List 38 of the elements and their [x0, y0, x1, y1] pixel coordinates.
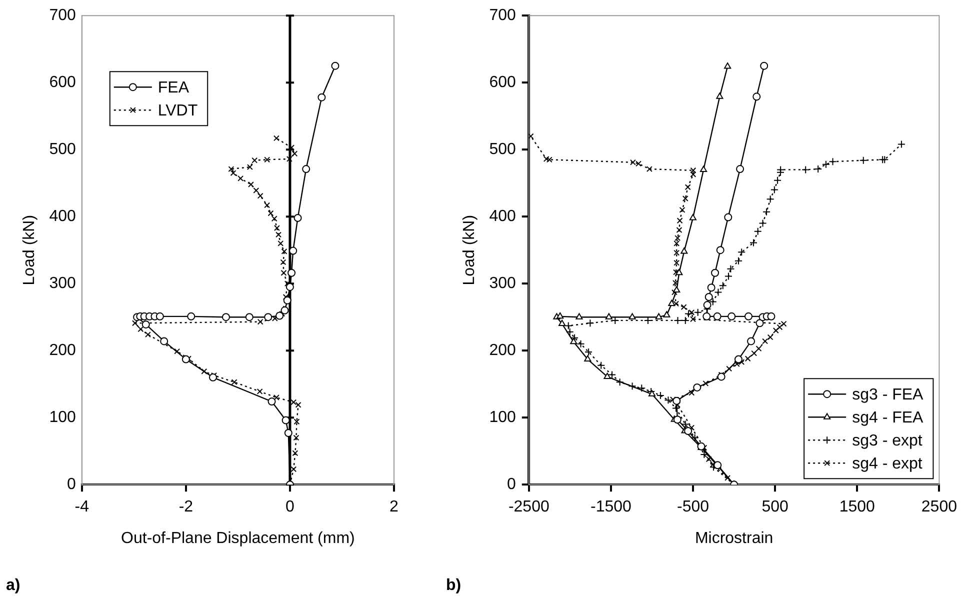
legend-label: sg3 - expt — [852, 432, 923, 450]
y-tick-label: 300 — [49, 275, 76, 292]
x-axis-title: Microstrain — [694, 530, 774, 547]
x-tick-label: 500 — [762, 498, 789, 516]
y-tick-label: 600 — [49, 74, 76, 92]
x-tick-label: -2 — [178, 498, 194, 516]
y-tick-label: 700 — [489, 7, 516, 24]
legend-label: sg4 - FEA — [852, 410, 924, 427]
x-tick-label: 1500 — [839, 498, 876, 516]
y-tick-label: 0 — [66, 476, 76, 494]
y-tick-label: 200 — [49, 342, 76, 360]
text: a) — [6, 577, 20, 594]
legend-label: sg3 - FEA — [852, 386, 924, 404]
x-tick-label: -500 — [677, 498, 710, 516]
legend-label: LVDT — [158, 102, 198, 120]
y-tick-label: 700 — [49, 7, 76, 24]
legend-label: sg4 - expt — [852, 456, 923, 473]
x-tick-label: -1500 — [590, 498, 632, 516]
y-tick-label: 400 — [489, 208, 516, 226]
legend-label: FEA — [158, 80, 190, 97]
x-axis-title: Out-of-Plane Displacement (mm) — [121, 530, 355, 547]
y-tick-label: 200 — [489, 342, 516, 360]
x-tick-label: 2500 — [921, 498, 958, 516]
x-tick-label: -2500 — [508, 498, 550, 516]
x-tick-label: 2 — [390, 498, 399, 516]
y-axis-title: Load (kN) — [461, 214, 478, 286]
y-tick-label: 500 — [49, 141, 76, 158]
y-axis-title: Load (kN) — [21, 214, 38, 286]
x-tick-label: 0 — [286, 498, 295, 516]
y-tick-label: 100 — [489, 409, 516, 426]
y-tick-label: 0 — [506, 476, 516, 494]
y-tick-label: 100 — [49, 409, 76, 426]
y-tick-label: 500 — [489, 141, 516, 158]
y-tick-label: 400 — [49, 208, 76, 226]
y-tick-label: 300 — [489, 275, 516, 292]
x-tick-label: -4 — [74, 498, 90, 516]
text: b) — [446, 577, 462, 594]
y-tick-label: 600 — [489, 74, 516, 92]
